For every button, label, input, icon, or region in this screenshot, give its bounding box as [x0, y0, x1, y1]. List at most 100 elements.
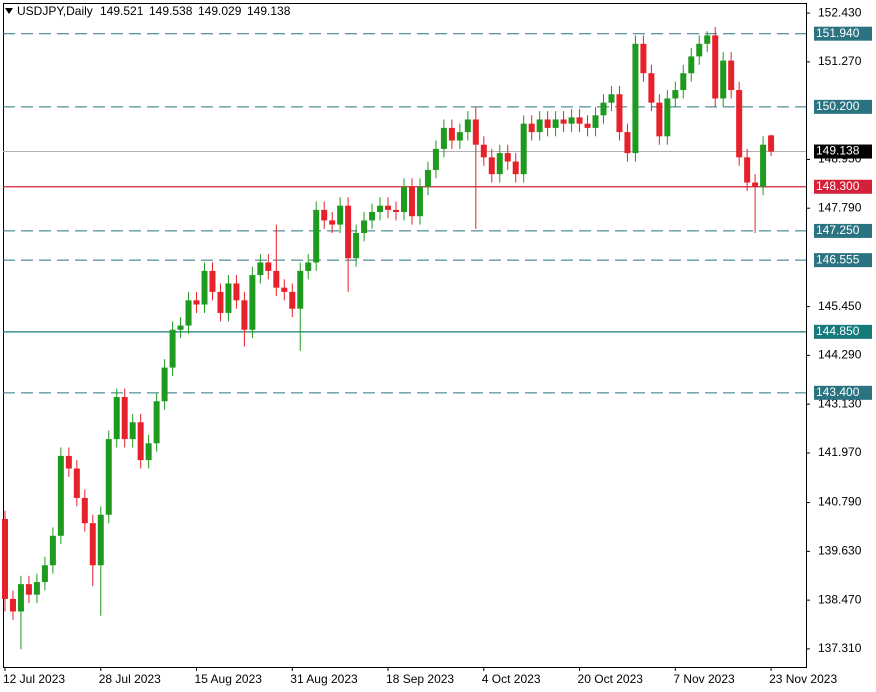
candle-body	[728, 60, 735, 91]
symbol: USDJPY,Daily	[17, 4, 93, 18]
candle-body	[313, 209, 320, 263]
y-tick-label: 143.130	[818, 396, 862, 410]
candle-body	[608, 94, 615, 103]
candle-body	[464, 119, 471, 133]
candle-body	[528, 123, 535, 133]
candle-body	[488, 157, 495, 175]
candle-body	[656, 102, 663, 137]
y-tick-label: 138.470	[818, 592, 862, 606]
y-tick-label: 145.450	[818, 299, 862, 313]
candle-body	[760, 144, 767, 187]
candle-body	[448, 127, 455, 141]
candle-body	[672, 90, 679, 99]
candle-body	[305, 262, 312, 271]
candle-body	[49, 535, 56, 566]
candle-body	[105, 439, 112, 515]
ohlc-open: 149.521	[100, 4, 144, 18]
candle-body	[560, 119, 567, 124]
level-label-bg	[814, 253, 872, 268]
candle-body	[440, 127, 447, 149]
candle-body	[520, 123, 527, 175]
level-label-bg	[814, 179, 872, 194]
candle-body	[624, 132, 631, 154]
candle-body	[696, 43, 703, 57]
candle-body	[472, 119, 479, 145]
x-tick-label: 15 Aug 2023	[195, 672, 263, 686]
candle-body	[616, 94, 623, 133]
candle-body	[113, 397, 120, 440]
candle-body	[744, 157, 751, 183]
candle-body	[736, 90, 743, 158]
x-tick-label: 18 Sep 2023	[386, 672, 454, 686]
ohlc-close: 149.138	[247, 4, 291, 18]
candle-body	[337, 205, 344, 225]
y-tick-label: 137.310	[818, 641, 862, 655]
candle-body	[137, 422, 144, 461]
candle-body	[345, 205, 352, 259]
candle-body	[576, 117, 583, 124]
candle-body	[209, 270, 216, 292]
candle-body	[25, 584, 32, 595]
candle-body	[680, 73, 687, 91]
candle-body	[512, 161, 519, 175]
candle-body	[377, 205, 384, 212]
candle-body	[265, 262, 272, 271]
candle-body	[153, 401, 160, 444]
candle-body	[480, 144, 487, 158]
candle-body	[273, 270, 280, 288]
level-label: 150.200	[816, 99, 860, 113]
candle-body	[321, 209, 328, 221]
candle-body	[81, 497, 88, 524]
candle-body	[401, 186, 407, 212]
candle-body	[353, 233, 360, 259]
candle-body	[416, 186, 423, 217]
x-tick-label: 31 Aug 2023	[290, 672, 358, 686]
candle-body	[361, 220, 368, 234]
ohlc-low: 149.029	[198, 4, 242, 18]
candle-body	[9, 598, 16, 612]
level-label: 146.555	[816, 252, 860, 266]
candle-body	[145, 443, 152, 461]
candle-body	[752, 182, 759, 187]
x-tick-label: 12 Jul 2023	[3, 672, 65, 686]
level-label-bg	[814, 223, 872, 238]
candle-body	[241, 300, 248, 330]
candle-body	[424, 169, 431, 187]
candle-body	[720, 60, 727, 99]
candle-body	[65, 455, 72, 469]
level-label-bg	[814, 99, 872, 114]
candle-body	[456, 132, 463, 141]
x-tick-label: 4 Oct 2023	[482, 672, 541, 686]
candle-body	[329, 220, 336, 225]
y-tick-label: 139.630	[818, 544, 862, 558]
candle-body	[408, 186, 415, 217]
candle-body	[121, 397, 128, 440]
current-price-label-bg	[814, 144, 872, 159]
candle-body	[33, 582, 40, 595]
menu-arrow	[5, 8, 13, 14]
candle-body	[225, 283, 232, 313]
candle-body	[161, 367, 168, 402]
y-tick-label: 141.970	[818, 445, 862, 459]
candle-body	[289, 291, 296, 309]
candle-body	[712, 35, 719, 99]
level-label: 143.400	[816, 385, 860, 399]
level-label-bg	[814, 324, 872, 339]
candle-body	[257, 262, 264, 276]
candle-body	[281, 287, 288, 292]
candle-body	[385, 205, 392, 210]
candle-body	[73, 468, 80, 498]
candle-body	[185, 300, 192, 326]
x-tick-label: 23 Nov 2023	[769, 672, 837, 686]
level-label: 151.940	[816, 26, 860, 40]
candle-body	[217, 291, 224, 313]
candle-body	[177, 325, 184, 330]
candle-body	[584, 123, 591, 128]
candle-body	[369, 211, 376, 221]
candle-body	[536, 119, 543, 133]
ohlc-high: 149.538	[149, 4, 193, 18]
candle-body	[2, 518, 8, 599]
candle-body	[97, 514, 104, 566]
level-label-bg	[814, 26, 872, 41]
level-label: 147.250	[816, 223, 860, 237]
